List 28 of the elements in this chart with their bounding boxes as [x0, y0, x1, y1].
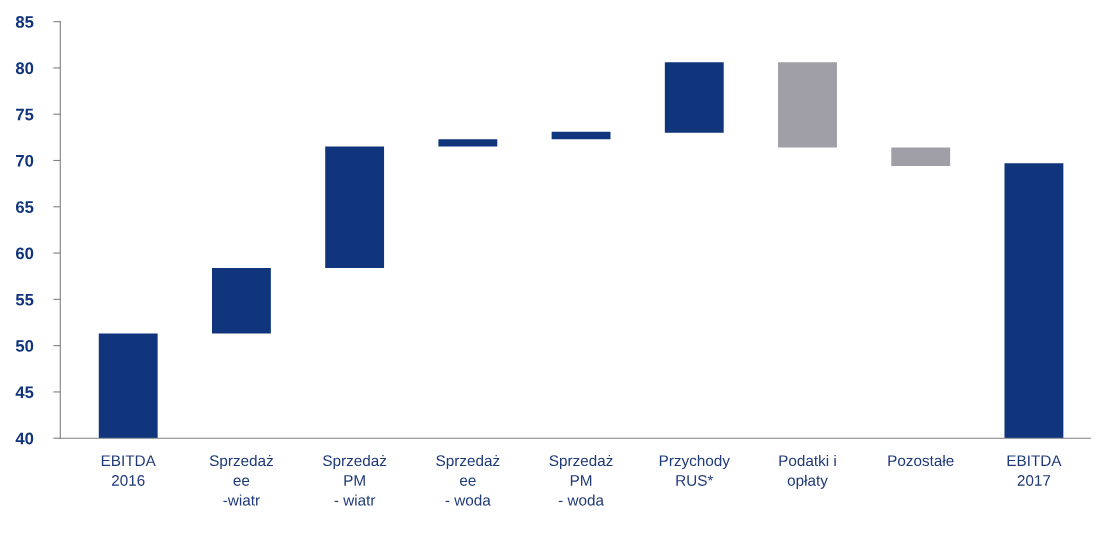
- bar: [778, 62, 837, 148]
- y-tick-label: 65: [15, 201, 34, 213]
- bar: [211, 267, 271, 334]
- bar: [1004, 163, 1064, 439]
- bar: [438, 139, 498, 147]
- y-tick-label: 40: [15, 432, 34, 445]
- y-tick-label: 50: [15, 340, 34, 352]
- x-tick-label: Sprzedaż PM - wiatr: [323, 454, 387, 506]
- y-tick-label: 75: [16, 108, 34, 121]
- x-tick-label: EBITDA 2016: [101, 455, 156, 486]
- bar: [98, 333, 158, 439]
- bar: [664, 62, 724, 133]
- y-tick-label: 45: [15, 386, 34, 399]
- x-tick-label: Podatki i opłaty: [779, 454, 836, 489]
- y-tick-label: 80: [15, 62, 34, 75]
- y-tick-label: 55: [15, 293, 34, 306]
- bar: [325, 146, 385, 268]
- y-tick-label: 85: [15, 16, 34, 28]
- x-tick-label: Przychody RUS*: [659, 454, 730, 486]
- x-tick-label: Pozostałe: [888, 454, 954, 467]
- bar: [551, 131, 611, 140]
- y-tick-label: 60: [15, 247, 34, 260]
- y-tick-label: 70: [16, 154, 34, 167]
- bar: [891, 147, 951, 167]
- x-tick-label: Sprzedaż ee - woda: [436, 454, 500, 506]
- x-tick-label: Sprzedaż ee -wiatr: [209, 454, 273, 506]
- x-tick-label: EBITDA 2017: [1007, 455, 1062, 486]
- x-tick-label: Sprzedaż PM - woda: [549, 454, 613, 506]
